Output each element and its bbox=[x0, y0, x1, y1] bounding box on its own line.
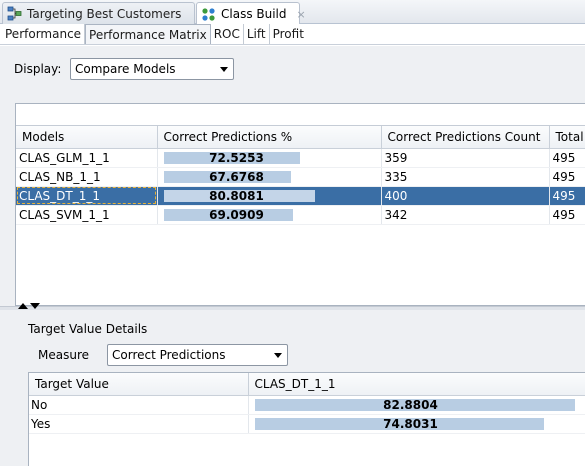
target-value-details-panel: Target Value Details Measure Correct Pre… bbox=[0, 310, 585, 466]
measure-value: 74.8031 bbox=[383, 416, 438, 431]
correct-predictions-count-cell[interactable]: 400 bbox=[381, 186, 550, 206]
display-label: Display: bbox=[14, 62, 62, 76]
correct-predictions-pct-cell[interactable]: 67.6768 bbox=[157, 167, 382, 187]
model-name-cell[interactable]: CLAS_NB_1_1 bbox=[16, 167, 158, 187]
table-row[interactable]: Yes 74.8031 bbox=[29, 414, 585, 434]
tab-label: Targeting Best Customers bbox=[27, 6, 182, 21]
total-cell[interactable]: 495 bbox=[549, 205, 585, 225]
target-value-table: Target Value CLAS_DT_1_1 No 82.8804 Yes 74.… bbox=[29, 373, 585, 434]
correct-predictions-count-cell[interactable]: 335 bbox=[381, 167, 550, 187]
models-grid: Models Correct Predictions % Correct Pre… bbox=[15, 103, 585, 359]
sub-tab-bar: Performance Performance Matrix ROC Lift … bbox=[0, 24, 585, 45]
models-panel: Display: Compare Models Models Correct P… bbox=[0, 46, 585, 359]
models-table: Models Correct Predictions % Correct Pre… bbox=[16, 126, 585, 225]
chevron-down-icon bbox=[274, 353, 282, 358]
display-select[interactable]: Compare Models bbox=[70, 58, 234, 80]
column-header-total[interactable]: Total bbox=[549, 126, 585, 149]
target-value-cell[interactable]: Yes bbox=[29, 414, 249, 434]
tab-label: Class Build bbox=[221, 7, 287, 21]
total-cell[interactable]: 495 bbox=[549, 148, 585, 168]
tab-performance[interactable]: Performance bbox=[2, 24, 86, 44]
model-name-cell[interactable]: CLAS_SVM_1_1 bbox=[16, 205, 158, 225]
model-name-cell[interactable]: CLAS_DT_1_1 bbox=[16, 186, 158, 206]
column-header-target-value[interactable]: Target Value bbox=[29, 373, 249, 396]
table-row[interactable]: CLAS_NB_1_1 67.6768 335 495 bbox=[16, 167, 585, 187]
percent-value: 67.6768 bbox=[209, 169, 264, 184]
measure-bar bbox=[254, 398, 575, 411]
table-row[interactable]: CLAS_SVM_1_1 69.0909 342 495 bbox=[16, 205, 585, 225]
tab-targeting-best-customers[interactable]: Targeting Best Customers bbox=[2, 2, 195, 24]
close-icon[interactable]: × bbox=[296, 7, 306, 21]
percent-value: 80.8081 bbox=[209, 188, 264, 203]
tab-profit[interactable]: Profit bbox=[272, 27, 304, 41]
table-row[interactable]: CLAS_GLM_1_1 72.5253 359 495 bbox=[16, 148, 585, 168]
table-row[interactable]: CLAS_DT_1_1 80.8081 400 495 bbox=[16, 186, 585, 206]
measure-bar bbox=[254, 417, 544, 430]
percent-bar bbox=[163, 170, 291, 183]
panel-splitter[interactable] bbox=[0, 303, 585, 310]
measure-select-value: Correct Predictions bbox=[112, 348, 226, 362]
correct-predictions-pct-cell[interactable]: 80.8081 bbox=[157, 186, 382, 206]
column-header-correct-predictions-pct[interactable]: Correct Predictions % bbox=[157, 126, 382, 149]
measure-value-cell[interactable]: 74.8031 bbox=[248, 414, 585, 434]
model-name-cell[interactable]: CLAS_GLM_1_1 bbox=[16, 148, 158, 168]
total-cell[interactable]: 495 bbox=[549, 167, 585, 187]
percent-bar bbox=[163, 208, 293, 221]
column-header-correct-predictions-count[interactable]: Correct Predictions Count bbox=[381, 126, 550, 149]
percent-value: 72.5253 bbox=[209, 150, 264, 165]
tab-performance-matrix[interactable]: Performance Matrix bbox=[85, 24, 211, 44]
tab-class-build[interactable]: Class Build × bbox=[196, 2, 306, 25]
expand-down-icon[interactable] bbox=[30, 303, 40, 309]
tab-lift[interactable]: Lift bbox=[244, 24, 270, 44]
column-header-model[interactable]: CLAS_DT_1_1 bbox=[248, 373, 585, 396]
section-title: Target Value Details bbox=[28, 322, 148, 336]
total-cell[interactable]: 495 bbox=[549, 186, 585, 206]
correct-predictions-count-cell[interactable]: 342 bbox=[381, 205, 550, 225]
correct-predictions-pct-cell[interactable]: 72.5253 bbox=[157, 148, 382, 168]
chevron-down-icon bbox=[220, 67, 228, 72]
target-value-grid: Target Value CLAS_DT_1_1 No 82.8804 Yes 74.… bbox=[28, 372, 585, 466]
measure-select[interactable]: Correct Predictions bbox=[107, 344, 288, 366]
target-value-cell[interactable]: No bbox=[29, 395, 249, 415]
percent-value: 69.0909 bbox=[209, 207, 264, 222]
percent-bar bbox=[163, 151, 300, 164]
class-build-icon bbox=[201, 7, 216, 22]
correct-predictions-count-cell[interactable]: 359 bbox=[381, 148, 550, 168]
column-header-models[interactable]: Models bbox=[16, 126, 158, 149]
measure-label: Measure bbox=[38, 348, 89, 362]
document-tab-bar: Targeting Best Customers Class Build × bbox=[0, 0, 585, 25]
workflow-icon bbox=[7, 6, 22, 21]
measure-value-cell[interactable]: 82.8804 bbox=[248, 395, 585, 415]
measure-value: 82.8804 bbox=[383, 397, 438, 412]
grid-header-strip bbox=[16, 104, 585, 126]
tab-roc[interactable]: ROC bbox=[211, 24, 244, 44]
display-select-value: Compare Models bbox=[75, 62, 176, 76]
collapse-up-icon[interactable] bbox=[18, 303, 28, 309]
splitter-arrows[interactable] bbox=[18, 303, 40, 309]
percent-bar bbox=[163, 189, 315, 202]
correct-predictions-pct-cell[interactable]: 69.0909 bbox=[157, 205, 382, 225]
table-row[interactable]: No 82.8804 bbox=[29, 395, 585, 415]
